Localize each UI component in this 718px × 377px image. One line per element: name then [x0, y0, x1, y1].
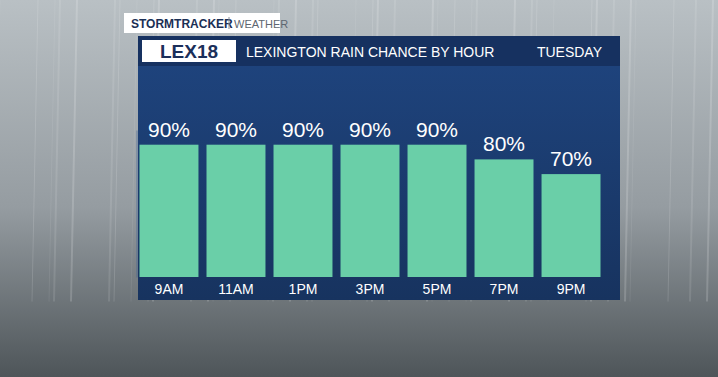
rain-streak	[109, 0, 115, 302]
rain-streak	[131, 0, 137, 302]
rain-streak	[690, 0, 696, 302]
bar	[408, 145, 467, 277]
x-tick-label: 11AM	[218, 281, 254, 297]
bar	[475, 159, 534, 277]
rain-streak	[707, 0, 713, 302]
rain-streak	[625, 0, 631, 302]
brand-tag: STORMTRACKERWEATHER	[124, 13, 288, 33]
bar	[341, 145, 400, 277]
data-label: 90%	[349, 118, 391, 141]
bars	[140, 145, 601, 277]
subtitle: TUESDAY	[537, 44, 603, 60]
y-axis-line	[137, 131, 138, 278]
x-tick-label: 3PM	[356, 281, 385, 297]
data-label: 90%	[215, 118, 257, 141]
data-label: 90%	[148, 118, 190, 141]
data-label: 80%	[483, 132, 525, 155]
logo-text: LEX18	[160, 41, 218, 62]
rain-streak	[668, 0, 674, 302]
bar	[274, 145, 333, 277]
x-tick-label: 7PM	[490, 281, 519, 297]
x-axis-line	[140, 277, 601, 278]
background	[0, 0, 718, 377]
x-tick: 1PM	[289, 277, 318, 297]
x-tick: 9PM	[557, 277, 586, 297]
data-label: 90%	[416, 118, 458, 141]
x-tick-label: 1PM	[289, 281, 318, 297]
bar	[140, 145, 199, 277]
chart: STORMTRACKERWEATHER LEX18 LEXINGTON RAIN C…	[0, 0, 718, 377]
rain-streak	[71, 0, 77, 302]
data-label: 90%	[282, 118, 324, 141]
bar	[542, 174, 601, 277]
logo-box	[142, 40, 236, 62]
rain-streak	[49, 0, 55, 302]
brand-section: WEATHER	[234, 18, 288, 30]
rain-streak	[32, 0, 38, 302]
x-tick: 5PM	[423, 277, 452, 297]
y-axis	[137, 131, 138, 278]
panel	[138, 36, 620, 300]
x-tick: 3PM	[356, 277, 385, 297]
panel-header	[138, 36, 620, 66]
bar	[207, 145, 266, 277]
data-label: 70%	[550, 147, 592, 170]
x-tick: 11AM	[218, 277, 254, 297]
data-labels: 90% 90% 90% 90% 90% 80% 70%	[148, 118, 592, 170]
rain-streak	[54, 0, 60, 302]
x-axis: 9AM 11AM 1PM 3PM 5PM 7PM 9PM	[140, 277, 601, 297]
brand-name: STORMTRACKER	[131, 17, 233, 31]
brand-divider	[229, 17, 230, 29]
x-tick-label: 9AM	[155, 281, 184, 297]
x-tick: 7PM	[490, 277, 519, 297]
x-tick-label: 5PM	[423, 281, 452, 297]
x-tick: 9AM	[155, 277, 184, 297]
x-tick-label: 9PM	[557, 281, 586, 297]
title: LEXINGTON RAIN CHANCE BY HOUR	[246, 44, 494, 60]
rain-streaks	[0, 0, 713, 302]
brand-tag-text: STORMTRACKER	[131, 17, 233, 31]
